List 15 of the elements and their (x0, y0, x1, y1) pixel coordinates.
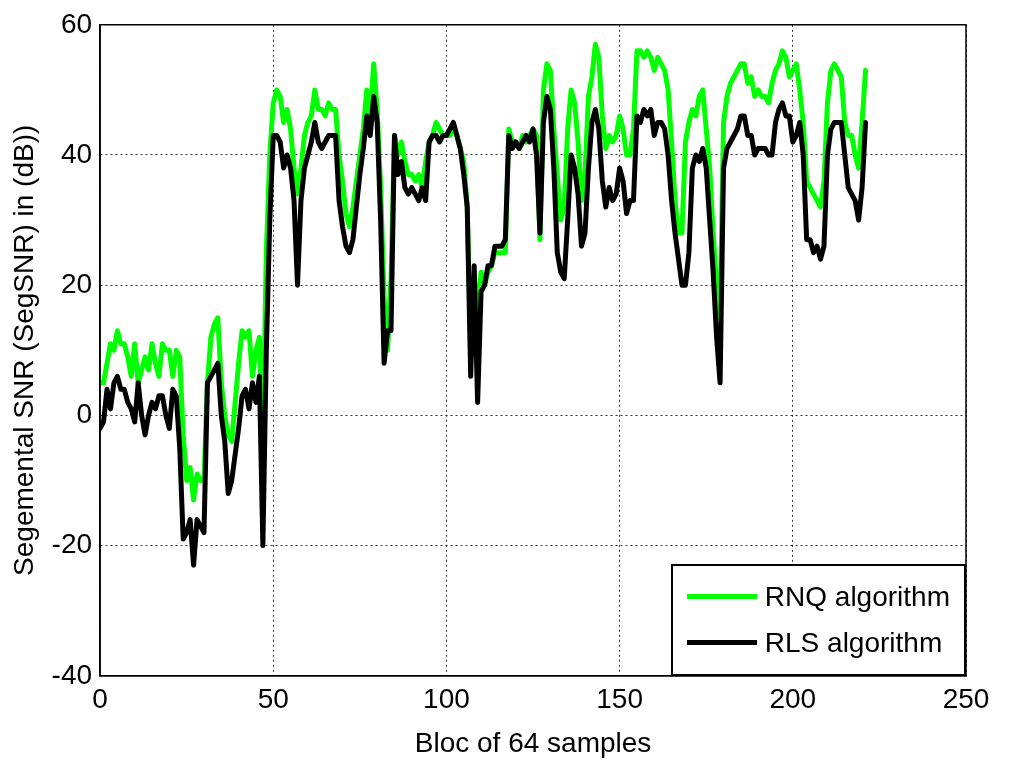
x-tick-label: 200 (769, 683, 817, 715)
legend-label: RLS algorithm (764, 626, 943, 659)
x-tick-label: 100 (423, 683, 470, 715)
y-tick-label: -40 (51, 658, 93, 690)
x-axis-title: Bloc of 64 samples (414, 726, 652, 758)
x-tick-label: 150 (596, 683, 643, 715)
x-tick-label: 250 (942, 683, 990, 715)
y-tick-label: -20 (51, 528, 93, 560)
x-tick-label: 50 (257, 683, 289, 715)
y-tick-label: 0 (76, 398, 93, 430)
y-tick-label: 40 (60, 137, 93, 169)
y-axis-title: Segemental SNR (SegSNR) in (dB)) (7, 124, 39, 576)
legend-label: RNQ algorithm (764, 580, 950, 613)
y-tick-label: 60 (60, 7, 93, 39)
y-tick-label: 20 (60, 267, 93, 299)
